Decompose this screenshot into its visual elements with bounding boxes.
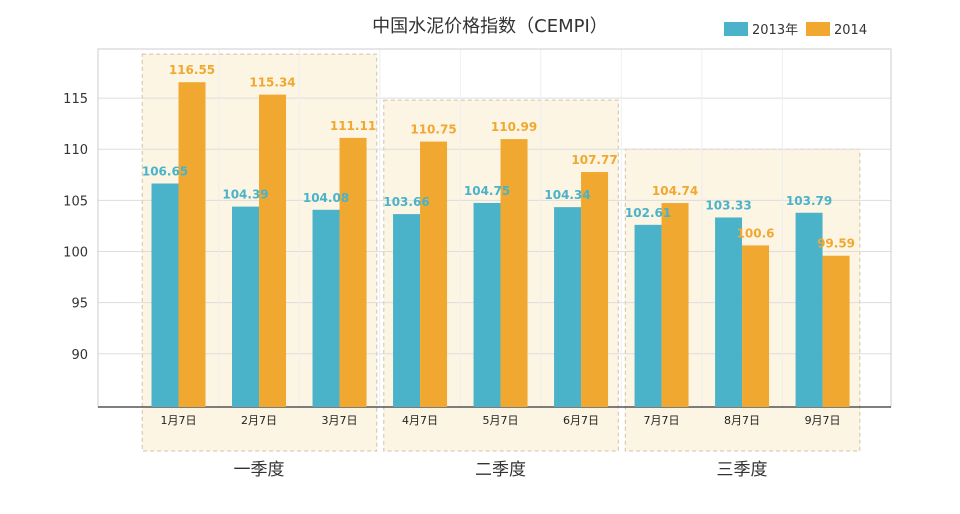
category-label: 5月7日 [483, 414, 519, 427]
value-label: 104.34 [544, 188, 590, 202]
y-tick-label: 110 [63, 143, 88, 158]
bar-2014 [339, 137, 367, 407]
value-label: 116.55 [169, 63, 215, 77]
bar-2014 [742, 245, 770, 407]
bar-2013 [715, 217, 743, 407]
bar-2013 [232, 206, 260, 407]
y-tick-label: 90 [71, 348, 88, 363]
bar-2014 [178, 82, 206, 407]
value-label: 104.08 [303, 191, 349, 205]
value-label: 110.99 [491, 120, 537, 134]
category-label: 2月7日 [241, 414, 277, 427]
y-tick-labels: 90 95 100 105 110 115 [63, 92, 88, 363]
bar-2014 [822, 255, 850, 407]
quarter-label-2: 二季度 [475, 460, 526, 480]
value-label: 111.11 [330, 119, 376, 133]
legend-swatch-2013 [724, 22, 748, 36]
category-label: 8月7日 [724, 414, 760, 427]
bar-layer [151, 82, 850, 407]
value-label: 102.61 [625, 206, 671, 220]
value-label: 104.39 [222, 188, 268, 202]
bar-2013 [795, 212, 823, 407]
bar-2013 [554, 207, 582, 407]
y-tick-label: 105 [63, 194, 88, 209]
value-label: 107.77 [571, 153, 617, 167]
value-label: 106.65 [142, 165, 188, 179]
category-label: 6月7日 [563, 414, 599, 427]
bar-2014 [661, 203, 689, 407]
legend: 2013年 2014 [724, 22, 867, 38]
bar-2014 [259, 94, 287, 407]
value-label: 103.79 [786, 194, 832, 208]
quarter-label-3: 三季度 [717, 460, 768, 480]
category-label: 7月7日 [644, 414, 680, 427]
bar-2013 [634, 224, 662, 407]
chart-title: 中国水泥价格指数（CEMPI） [372, 16, 608, 37]
value-label: 115.34 [249, 76, 295, 90]
y-tick-label: 115 [63, 92, 88, 107]
bar-2014 [500, 139, 528, 407]
bar-2013 [393, 214, 421, 407]
value-label: 110.75 [410, 123, 456, 137]
quarter-labels: 一季度 二季度 三季度 [234, 460, 768, 480]
category-label: 1月7日 [161, 414, 197, 427]
value-label: 104.75 [464, 184, 510, 198]
legend-label-2014: 2014 [834, 23, 867, 38]
bar-2013 [151, 183, 179, 407]
bar-2013 [473, 202, 501, 407]
value-label: 103.33 [705, 198, 751, 212]
value-label: 99.59 [817, 237, 855, 251]
bar-2014 [420, 141, 448, 407]
y-tick-label: 95 [71, 297, 88, 312]
category-label: 3月7日 [322, 414, 358, 427]
value-label: 100.6 [737, 226, 775, 240]
y-tick-label: 100 [63, 246, 88, 261]
quarter-label-1: 一季度 [234, 460, 285, 480]
legend-label-2013: 2013年 [752, 23, 798, 38]
value-label: 104.74 [652, 184, 698, 198]
bar-2014 [581, 172, 609, 407]
value-label: 103.66 [383, 195, 429, 209]
x-tick-labels: 1月7日 2月7日 3月7日 4月7日 5月7日 6月7日 7月7日 8月7日 9月7日 [161, 414, 841, 427]
label-layer: 106.65 104.39 104.08 103.66 104.75 104.34 102.… [142, 63, 855, 250]
category-label: 9月7日 [805, 414, 841, 427]
bar-2013 [312, 209, 340, 407]
legend-swatch-2014 [806, 22, 830, 36]
category-label: 4月7日 [402, 414, 438, 427]
